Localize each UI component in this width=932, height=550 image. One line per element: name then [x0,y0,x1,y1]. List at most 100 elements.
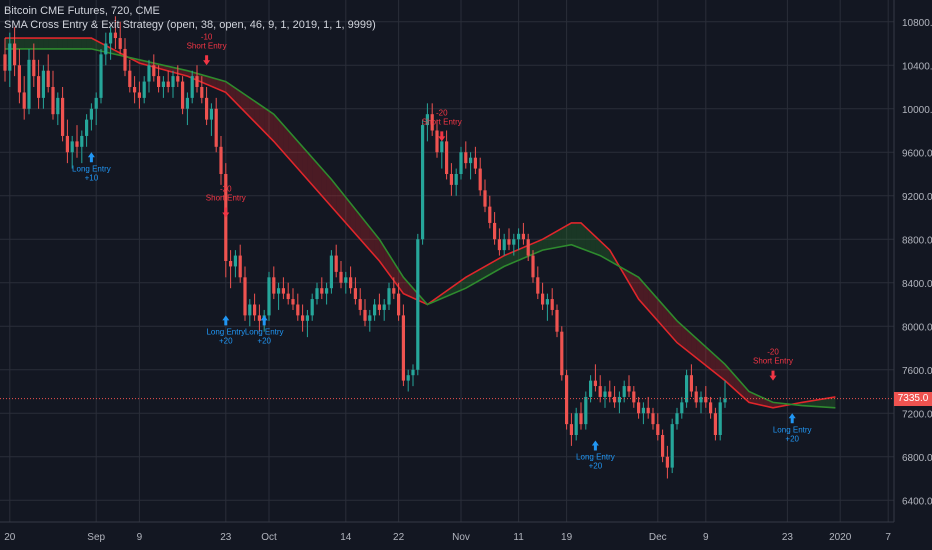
candle [257,304,261,332]
candle [41,65,45,109]
candle [99,48,103,104]
y-tick-label: 10800.0 [902,18,932,29]
candle-body [329,255,333,289]
candle [593,364,597,392]
candle [637,396,641,419]
candle [589,375,593,403]
cloud-segment [542,236,548,251]
candle-body [627,386,631,392]
candle-body [219,146,223,174]
cloud-segment [307,152,313,185]
candle [310,293,314,321]
candle [171,70,175,98]
cloud-segment [269,110,274,142]
candle [521,222,525,245]
candle [152,54,156,82]
candle-body [291,299,295,305]
cloud-segment [465,274,471,289]
cloud-segment [537,239,543,253]
x-tick-label: 2020 [829,532,852,543]
candle-body [253,304,257,316]
candle [65,119,69,164]
candles [3,16,727,479]
cloud-segment [221,80,226,93]
candle [157,65,161,93]
candle-body [185,97,189,109]
long-signal: Long Entry+20 [576,440,615,470]
candle-body [41,70,45,98]
candle [113,16,117,49]
candle-body [656,424,660,435]
candle [176,65,180,87]
x-tick-label: 9 [137,532,143,543]
signal-qty: -10 [201,32,213,41]
candle [531,250,535,283]
candle [200,76,204,104]
cloud-segment [509,251,514,265]
candle [598,375,602,403]
x-tick-label: 11 [513,532,524,543]
candle [8,32,12,87]
candle-body [142,81,146,98]
candle-body [147,65,151,82]
y-tick-label: 8400.0 [902,279,932,290]
candle [670,418,674,474]
candle-body [61,97,65,136]
cloud-segment [288,130,293,164]
candle [565,369,569,430]
candle [320,277,324,300]
candle [267,271,271,321]
candle [541,282,545,310]
candle-body [368,315,372,321]
candle [233,250,237,278]
signal-label: Long Entry [773,425,812,434]
candle-body [545,299,549,305]
cloud-segment [701,342,706,366]
candle-body [675,413,679,425]
candle [435,119,439,158]
candle [555,304,559,338]
candle-body [425,114,429,126]
candle [718,396,722,441]
x-tick-label: 22 [393,532,405,543]
sma-cloud [5,38,836,408]
signal-qty: +20 [257,336,271,345]
candle-body [22,92,26,109]
candle [478,157,482,196]
strategy-title: SMA Cross Entry & Exit Strategy (open, 3… [4,19,376,31]
candle [560,326,564,381]
candle [185,92,189,126]
candle-body [464,152,468,164]
cloud-segment [667,309,673,338]
candle-body [497,239,501,251]
candle [305,309,309,338]
candle [469,152,473,180]
candle [224,163,228,278]
candle-body [689,375,693,392]
candle [94,92,98,126]
candle-body [344,277,348,283]
cloud-segment [57,38,63,49]
long-arrow-icon [788,413,796,424]
cloud-segment [653,293,658,321]
candle-body [637,402,641,414]
candle [488,195,492,229]
candle [406,369,410,392]
candle-body [85,119,89,136]
cloud-segment [259,104,265,132]
candle [51,70,55,120]
cloud-segment [62,38,68,49]
candle-body [181,81,185,109]
candle [454,168,458,196]
cloud-segment [571,222,577,247]
cloud-segment [317,163,322,196]
candle-body [661,435,665,457]
candle-body [17,65,21,93]
candle [421,119,425,245]
cloud-segment [657,299,663,327]
long-signal: Long Entry+20 [773,413,812,443]
